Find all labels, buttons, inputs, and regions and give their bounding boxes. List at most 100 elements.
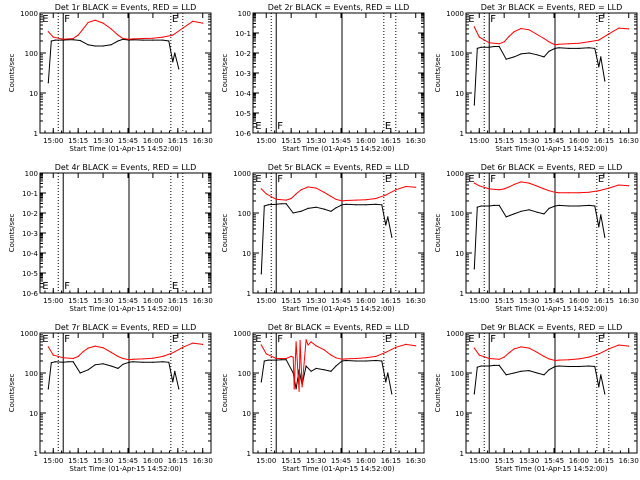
data-point (72, 39, 74, 41)
data-point (375, 197, 377, 200)
data-point (178, 388, 180, 390)
series-line-events (47, 38, 180, 83)
data-point (528, 52, 530, 54)
data-point (72, 37, 74, 40)
data-point (536, 185, 538, 187)
y-tick-label: 1 (34, 450, 38, 458)
data-point (598, 386, 600, 388)
data-point (478, 185, 480, 187)
data-point (405, 343, 407, 345)
y-tick-label: 10-6 (235, 130, 251, 138)
data-point (87, 44, 89, 46)
y-axis-label: Counts/sec (8, 374, 16, 413)
y-tick-label: 10-4 (22, 250, 38, 258)
data-point (87, 369, 89, 371)
data-point (473, 104, 475, 106)
series-line-events (473, 364, 606, 395)
y-tick-label: 1000 (233, 170, 251, 178)
x-axis-label: Start Time (01-Apr-15 14:52:00) (69, 465, 181, 473)
data-point (608, 348, 610, 350)
x-tick-label: 15:00 (256, 457, 276, 465)
y-tick-label: 10 (455, 410, 464, 418)
x-tick-label: 16:00 (356, 457, 376, 465)
data-point (110, 28, 112, 30)
y-tick-label: 1 (460, 130, 464, 138)
data-point (117, 367, 119, 369)
data-point (385, 194, 387, 196)
series-line-lld (47, 342, 203, 361)
data-point (543, 37, 545, 40)
data-point (604, 80, 606, 82)
data-point (493, 364, 495, 366)
data-point (520, 370, 522, 372)
x-tick-label: 15:45 (331, 297, 351, 305)
x-tick-label: 16:00 (143, 137, 163, 145)
y-tick-label: 100 (25, 50, 38, 58)
data-point (387, 372, 389, 374)
data-point (476, 206, 478, 208)
data-point (543, 188, 545, 190)
data-point (480, 46, 482, 48)
data-point (578, 365, 580, 368)
data-point (598, 66, 600, 68)
series-line-lld (473, 344, 629, 362)
x-tick-label: 16:15 (168, 457, 188, 465)
chart-panel-8: Det 8r BLACK = Events, RED = LLD 15:00 15:… (221, 323, 426, 473)
y-tick-label: 10-3 (235, 70, 251, 78)
plot-frame (465, 12, 638, 134)
x-tick-label: 16:15 (594, 297, 614, 305)
data-point (172, 381, 174, 383)
data-point (335, 198, 337, 200)
data-point (600, 374, 602, 376)
marker-label: E (385, 174, 391, 185)
chart-panel-9: Det 9r BLACK = Events, RED = LLD 15:00 15:… (434, 323, 639, 473)
data-point (488, 188, 490, 190)
marker-label: F (490, 334, 496, 345)
data-point (94, 364, 96, 366)
chart-panel-1: Det 1r BLACK = Events, RED = LLD 15:00 15:… (8, 3, 213, 153)
data-point (172, 34, 174, 36)
x-tick-label: 16:00 (356, 297, 376, 305)
marker-label: E (42, 334, 48, 345)
data-point (305, 339, 307, 341)
y-tick-label: 10-5 (22, 270, 38, 278)
data-point (520, 210, 522, 212)
series-lld (473, 344, 630, 362)
data-point (594, 365, 596, 368)
data-point (528, 370, 530, 372)
data-point (488, 46, 490, 48)
marker-label: F (490, 14, 496, 25)
data-point (275, 357, 277, 360)
data-point (102, 347, 104, 349)
data-point (365, 360, 367, 362)
y-tick-label: 10-6 (22, 290, 38, 298)
x-tick-label: 16:15 (168, 297, 188, 305)
data-point (568, 205, 570, 207)
marker-label: E (42, 14, 48, 25)
chart-title: Det 6r BLACK = Events, RED = LLD (481, 163, 623, 172)
chart-title: Det 3r BLACK = Events, RED = LLD (481, 3, 623, 12)
chart-title: Det 4r BLACK = Events, RED = LLD (55, 163, 197, 172)
chart-panel-4: Det 4r BLACK = Events, RED = LLD 15:00 15:… (8, 163, 213, 313)
y-tick-label: 1000 (20, 330, 38, 338)
x-tick-label: 16:15 (594, 137, 614, 145)
data-point (600, 56, 602, 58)
chart-panel-2: Det 2r BLACK = Events, RED = LLD 15:00 15:… (221, 3, 426, 153)
data-point (260, 381, 262, 383)
y-tick-label: 1 (247, 290, 251, 298)
chart-title: Det 7r BLACK = Events, RED = LLD (55, 323, 197, 332)
data-point (263, 360, 265, 362)
data-point (365, 357, 367, 359)
data-point (132, 358, 134, 360)
data-point (498, 364, 500, 366)
plot-frame (252, 172, 425, 294)
x-axis-label: Start Time (01-Apr-15 14:52:00) (69, 305, 181, 313)
x-tick-label: 16:00 (569, 457, 589, 465)
data-point (543, 374, 545, 376)
data-point (54, 361, 56, 363)
marker-label: E (598, 14, 604, 25)
x-tick-label: 15:30 (306, 457, 326, 465)
data-point (554, 191, 556, 193)
data-point (285, 203, 287, 205)
x-tick-label: 15:15 (494, 297, 514, 305)
